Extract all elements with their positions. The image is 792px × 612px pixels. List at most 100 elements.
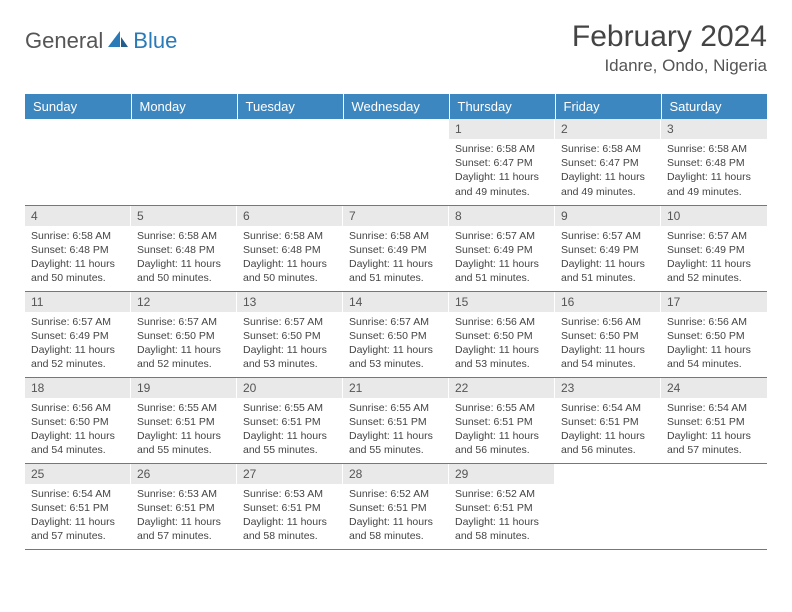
calendar-day-cell: 7Sunrise: 6:58 AMSunset: 6:49 PMDaylight… <box>343 205 449 291</box>
brand-sail-icon <box>107 30 129 53</box>
calendar-head: SundayMondayTuesdayWednesdayThursdayFrid… <box>25 94 767 119</box>
calendar-table: SundayMondayTuesdayWednesdayThursdayFrid… <box>25 94 767 550</box>
calendar-day-cell: 27Sunrise: 6:53 AMSunset: 6:51 PMDayligh… <box>237 463 343 549</box>
calendar-day-cell: 14Sunrise: 6:57 AMSunset: 6:50 PMDayligh… <box>343 291 449 377</box>
day-details: Sunrise: 6:55 AMSunset: 6:51 PMDaylight:… <box>343 398 449 462</box>
day-details: Sunrise: 6:58 AMSunset: 6:48 PMDaylight:… <box>661 139 767 203</box>
day-number: 7 <box>343 206 449 226</box>
day-number: 19 <box>131 378 237 398</box>
day-details: Sunrise: 6:54 AMSunset: 6:51 PMDaylight:… <box>661 398 767 462</box>
calendar-day-cell: 22Sunrise: 6:55 AMSunset: 6:51 PMDayligh… <box>449 377 555 463</box>
day-details: Sunrise: 6:58 AMSunset: 6:48 PMDaylight:… <box>25 226 131 290</box>
calendar-day-cell <box>343 119 449 205</box>
day-details: Sunrise: 6:57 AMSunset: 6:49 PMDaylight:… <box>661 226 767 290</box>
calendar-day-cell: 21Sunrise: 6:55 AMSunset: 6:51 PMDayligh… <box>343 377 449 463</box>
weekday-header: Saturday <box>661 94 767 119</box>
calendar-day-cell: 13Sunrise: 6:57 AMSunset: 6:50 PMDayligh… <box>237 291 343 377</box>
calendar-day-cell: 6Sunrise: 6:58 AMSunset: 6:48 PMDaylight… <box>237 205 343 291</box>
weekday-header: Sunday <box>25 94 131 119</box>
day-details: Sunrise: 6:58 AMSunset: 6:48 PMDaylight:… <box>131 226 237 290</box>
day-number: 11 <box>25 292 131 312</box>
day-details: Sunrise: 6:57 AMSunset: 6:49 PMDaylight:… <box>449 226 555 290</box>
calendar-day-cell: 10Sunrise: 6:57 AMSunset: 6:49 PMDayligh… <box>661 205 767 291</box>
calendar-day-cell: 15Sunrise: 6:56 AMSunset: 6:50 PMDayligh… <box>449 291 555 377</box>
calendar-day-cell: 2Sunrise: 6:58 AMSunset: 6:47 PMDaylight… <box>555 119 661 205</box>
calendar-day-cell: 23Sunrise: 6:54 AMSunset: 6:51 PMDayligh… <box>555 377 661 463</box>
day-number: 29 <box>449 464 555 484</box>
day-details: Sunrise: 6:57 AMSunset: 6:49 PMDaylight:… <box>555 226 661 290</box>
day-number: 12 <box>131 292 237 312</box>
day-number: 23 <box>555 378 661 398</box>
brand-part1: General <box>25 28 103 54</box>
day-details: Sunrise: 6:55 AMSunset: 6:51 PMDaylight:… <box>449 398 555 462</box>
day-details: Sunrise: 6:52 AMSunset: 6:51 PMDaylight:… <box>343 484 449 548</box>
calendar-day-cell: 20Sunrise: 6:55 AMSunset: 6:51 PMDayligh… <box>237 377 343 463</box>
day-number: 17 <box>661 292 767 312</box>
day-number: 3 <box>661 119 767 139</box>
title-block: February 2024 Idanre, Ondo, Nigeria <box>572 20 767 76</box>
day-details: Sunrise: 6:57 AMSunset: 6:50 PMDaylight:… <box>343 312 449 376</box>
day-number: 20 <box>237 378 343 398</box>
day-details: Sunrise: 6:57 AMSunset: 6:50 PMDaylight:… <box>237 312 343 376</box>
calendar-day-cell: 16Sunrise: 6:56 AMSunset: 6:50 PMDayligh… <box>555 291 661 377</box>
day-number: 13 <box>237 292 343 312</box>
calendar-day-cell: 17Sunrise: 6:56 AMSunset: 6:50 PMDayligh… <box>661 291 767 377</box>
calendar-day-cell: 12Sunrise: 6:57 AMSunset: 6:50 PMDayligh… <box>131 291 237 377</box>
day-number: 6 <box>237 206 343 226</box>
day-details: Sunrise: 6:55 AMSunset: 6:51 PMDaylight:… <box>131 398 237 462</box>
calendar-day-cell <box>555 463 661 549</box>
calendar-day-cell <box>237 119 343 205</box>
day-details: Sunrise: 6:56 AMSunset: 6:50 PMDaylight:… <box>25 398 131 462</box>
day-details: Sunrise: 6:54 AMSunset: 6:51 PMDaylight:… <box>25 484 131 548</box>
day-details: Sunrise: 6:58 AMSunset: 6:47 PMDaylight:… <box>449 139 555 203</box>
calendar-body: 1Sunrise: 6:58 AMSunset: 6:47 PMDaylight… <box>25 119 767 549</box>
calendar-day-cell: 8Sunrise: 6:57 AMSunset: 6:49 PMDaylight… <box>449 205 555 291</box>
brand-logo: General Blue <box>25 28 177 54</box>
calendar-day-cell <box>131 119 237 205</box>
header: General Blue February 2024 Idanre, Ondo,… <box>25 20 767 76</box>
weekday-header: Wednesday <box>343 94 449 119</box>
day-number: 21 <box>343 378 449 398</box>
calendar-week-row: 4Sunrise: 6:58 AMSunset: 6:48 PMDaylight… <box>25 205 767 291</box>
calendar-day-cell: 25Sunrise: 6:54 AMSunset: 6:51 PMDayligh… <box>25 463 131 549</box>
day-number: 18 <box>25 378 131 398</box>
day-number: 16 <box>555 292 661 312</box>
day-number: 14 <box>343 292 449 312</box>
day-details: Sunrise: 6:53 AMSunset: 6:51 PMDaylight:… <box>237 484 343 548</box>
day-number: 10 <box>661 206 767 226</box>
calendar-day-cell: 19Sunrise: 6:55 AMSunset: 6:51 PMDayligh… <box>131 377 237 463</box>
calendar-day-cell: 9Sunrise: 6:57 AMSunset: 6:49 PMDaylight… <box>555 205 661 291</box>
calendar-day-cell: 3Sunrise: 6:58 AMSunset: 6:48 PMDaylight… <box>661 119 767 205</box>
day-details: Sunrise: 6:57 AMSunset: 6:50 PMDaylight:… <box>131 312 237 376</box>
day-number: 28 <box>343 464 449 484</box>
month-title: February 2024 <box>572 20 767 54</box>
calendar-day-cell: 18Sunrise: 6:56 AMSunset: 6:50 PMDayligh… <box>25 377 131 463</box>
day-details: Sunrise: 6:58 AMSunset: 6:49 PMDaylight:… <box>343 226 449 290</box>
calendar-week-row: 18Sunrise: 6:56 AMSunset: 6:50 PMDayligh… <box>25 377 767 463</box>
calendar-day-cell: 24Sunrise: 6:54 AMSunset: 6:51 PMDayligh… <box>661 377 767 463</box>
day-number: 22 <box>449 378 555 398</box>
calendar-day-cell <box>661 463 767 549</box>
day-number: 15 <box>449 292 555 312</box>
day-number: 27 <box>237 464 343 484</box>
calendar-day-cell: 4Sunrise: 6:58 AMSunset: 6:48 PMDaylight… <box>25 205 131 291</box>
day-details: Sunrise: 6:53 AMSunset: 6:51 PMDaylight:… <box>131 484 237 548</box>
calendar-day-cell <box>25 119 131 205</box>
brand-part2: Blue <box>133 28 177 54</box>
day-details: Sunrise: 6:58 AMSunset: 6:47 PMDaylight:… <box>555 139 661 203</box>
day-number: 5 <box>131 206 237 226</box>
day-number: 26 <box>131 464 237 484</box>
calendar-week-row: 11Sunrise: 6:57 AMSunset: 6:49 PMDayligh… <box>25 291 767 377</box>
weekday-header: Tuesday <box>237 94 343 119</box>
day-number: 25 <box>25 464 131 484</box>
day-details: Sunrise: 6:54 AMSunset: 6:51 PMDaylight:… <box>555 398 661 462</box>
location: Idanre, Ondo, Nigeria <box>572 56 767 76</box>
day-number: 9 <box>555 206 661 226</box>
calendar-day-cell: 11Sunrise: 6:57 AMSunset: 6:49 PMDayligh… <box>25 291 131 377</box>
calendar-day-cell: 26Sunrise: 6:53 AMSunset: 6:51 PMDayligh… <box>131 463 237 549</box>
day-details: Sunrise: 6:55 AMSunset: 6:51 PMDaylight:… <box>237 398 343 462</box>
day-details: Sunrise: 6:58 AMSunset: 6:48 PMDaylight:… <box>237 226 343 290</box>
calendar-week-row: 25Sunrise: 6:54 AMSunset: 6:51 PMDayligh… <box>25 463 767 549</box>
weekday-header: Monday <box>131 94 237 119</box>
day-details: Sunrise: 6:56 AMSunset: 6:50 PMDaylight:… <box>555 312 661 376</box>
